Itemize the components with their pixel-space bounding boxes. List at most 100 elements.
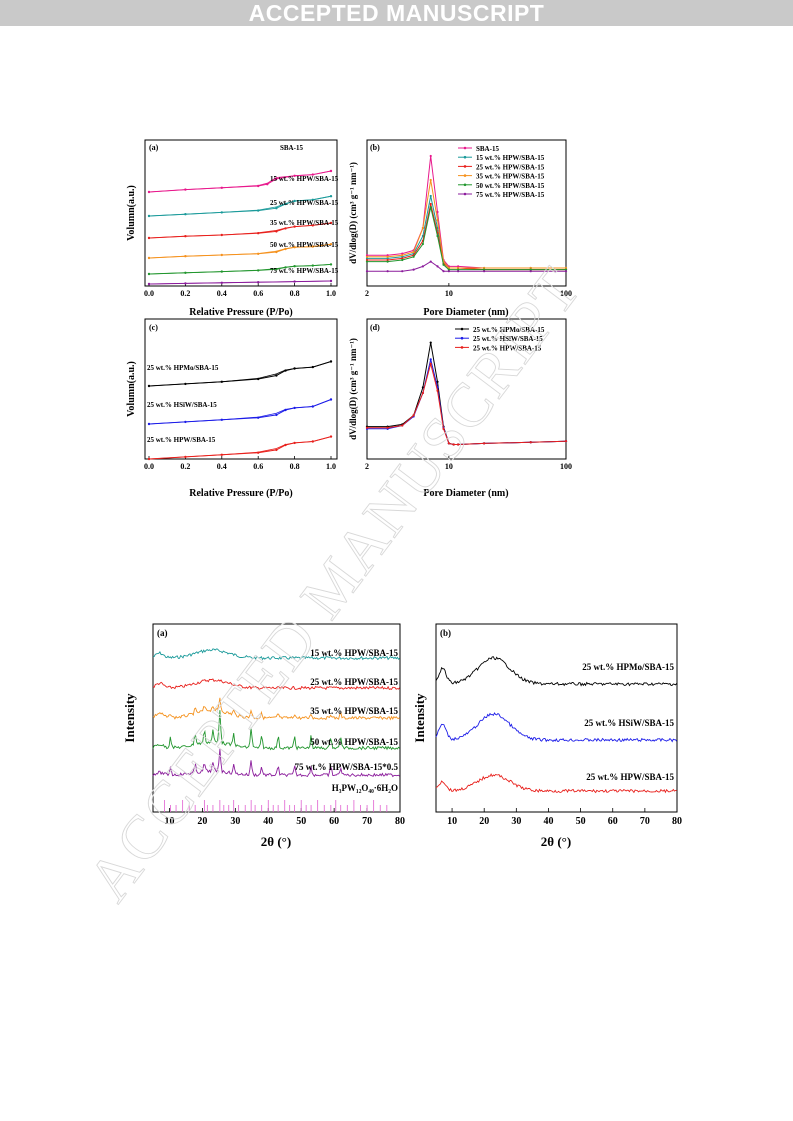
- psd-point: [447, 442, 450, 445]
- figure-2: (a) Intensity 10 20 30 40 50 60 70 80 2θ (°) 15…: [122, 623, 682, 849]
- x-tick-label: 20: [197, 816, 207, 827]
- psd-point: [457, 443, 460, 446]
- psd-point: [429, 362, 432, 365]
- isotherm-point: [220, 186, 223, 189]
- psd-point: [401, 252, 404, 255]
- psd-point: [436, 234, 439, 238]
- accepted-manuscript-banner: ACCEPTED MANUSCRIPT: [0, 0, 793, 26]
- legend-label: 25 wt.% HPW/SBA-15: [473, 344, 542, 352]
- panel-c: (c) Volumn(a.u.) 0.0 0.2 0.4 0.6 0.8 1.0 Rela…: [126, 318, 338, 499]
- xrd-panel-b-tag: (b): [440, 628, 451, 638]
- x-tick-label: 50: [296, 816, 306, 827]
- x-tick-label: 0.4: [217, 289, 227, 298]
- isotherm-point: [293, 246, 296, 249]
- isotherm-point: [311, 173, 314, 176]
- xrd-pattern-15wt: [152, 648, 400, 661]
- xrd-pattern-hpw: [435, 773, 677, 794]
- psd-point: [429, 260, 432, 263]
- x-tick-label: 40: [543, 816, 553, 827]
- x-tick-label: 0.6: [253, 462, 263, 471]
- isotherm-point: [220, 233, 223, 237]
- isotherm-point: [220, 418, 223, 421]
- x-tick-label: 100: [560, 462, 572, 471]
- x-tick-label: 0.6: [253, 289, 263, 298]
- psd-curve: [367, 361, 567, 445]
- x-tick-label: 10: [447, 816, 457, 827]
- legend-marker: [463, 192, 467, 196]
- isotherm-point: [184, 420, 187, 424]
- psd-point: [401, 257, 404, 260]
- panel-a-ylabel: Volumn(a.u.): [126, 185, 137, 241]
- panel-d-frame: [366, 318, 567, 460]
- psd-point: [447, 270, 450, 273]
- xrd-panel-b-xlabel: 2θ (°): [541, 834, 571, 849]
- psd-point: [401, 270, 404, 273]
- isotherm-point: [220, 380, 223, 383]
- legend-marker: [463, 155, 467, 159]
- isotherm-point: [184, 282, 187, 285]
- xrd-panel-b-label-1: 25 wt.% HSiW/SBA-15: [584, 718, 674, 728]
- xrd-panel-b-curves: [435, 656, 678, 794]
- x-tick-label: 2: [365, 462, 369, 471]
- psd-point: [401, 424, 404, 427]
- panel-a-label-0: SBA-15: [280, 144, 303, 152]
- isotherm-point: [275, 448, 278, 452]
- psd-point: [436, 218, 439, 222]
- isotherm-point: [293, 441, 296, 445]
- isotherm-point: [257, 416, 260, 419]
- panel-b-xlabel: Pore Diameter (nm): [423, 307, 508, 318]
- psd-point: [429, 154, 432, 158]
- psd-point: [483, 270, 486, 273]
- psd-point: [412, 414, 415, 417]
- isotherm-point: [275, 413, 278, 417]
- x-tick-label: 60: [329, 816, 339, 827]
- x-tick-label: 80: [395, 816, 405, 827]
- psd-point: [564, 266, 568, 270]
- psd-point: [436, 389, 439, 392]
- x-tick-label: 1.0: [326, 289, 336, 298]
- psd-point: [386, 260, 389, 263]
- xrd-panel-a-ylabel: Intensity: [122, 693, 137, 743]
- isotherm-point: [147, 384, 151, 388]
- xrd-panel-b-ylabel: Intensity: [412, 693, 427, 743]
- xrd-panel-a-label-1: 25 wt.% HPW/SBA-15: [310, 677, 398, 687]
- isotherm-desorption: [148, 361, 332, 387]
- psd-point: [483, 268, 486, 271]
- isotherm-point: [329, 243, 333, 246]
- isotherm-point: [147, 282, 151, 286]
- xrd-panel-a-label-3: 50 wt.% HPW/SBA-15: [310, 737, 398, 747]
- legend-marker: [463, 174, 467, 177]
- psd-point: [365, 257, 369, 260]
- xrd-panel-a-tag: (a): [157, 628, 168, 638]
- isotherm-desorption: [148, 195, 332, 217]
- psd-point: [429, 202, 432, 206]
- psd-point: [564, 440, 568, 443]
- panel-a-label-4: 50 wt.% HPW/SBA-15: [270, 241, 339, 249]
- isotherm-point: [311, 198, 314, 201]
- isotherm-point: [257, 209, 260, 212]
- isotherm-point: [284, 369, 287, 372]
- psd-point: [386, 255, 389, 258]
- panel-d-xticks: 2 10 100: [365, 456, 572, 471]
- panel-c-label-2: 25 wt.% HPW/SBA-15: [147, 436, 216, 444]
- legend-label: 25 wt.% HPMo/SBA-15: [473, 326, 545, 334]
- isotherm-point: [311, 365, 314, 369]
- psd-point: [529, 441, 532, 444]
- x-tick-label: 0.4: [217, 462, 227, 471]
- x-tick-label: 10: [164, 816, 174, 827]
- psd-point: [564, 268, 568, 271]
- psd-point: [412, 255, 415, 258]
- panel-c-label-0: 25 wt.% HPMo/SBA-15: [147, 364, 219, 372]
- isotherm-point: [284, 443, 287, 447]
- x-tick-label: 0.8: [290, 462, 300, 471]
- x-tick-label: 100: [560, 289, 572, 298]
- legend-marker: [460, 336, 464, 340]
- x-tick-label: 80: [672, 816, 682, 827]
- legend-marker: [463, 183, 467, 187]
- figure-1: (a) Volumn(a.u.) 0.0 0.2 0.4 0.6 0.8 1.0 Rela…: [126, 139, 572, 499]
- psd-point: [442, 427, 445, 430]
- psd-point: [365, 258, 369, 262]
- psd-point: [457, 265, 460, 268]
- isotherm-desorption: [148, 436, 332, 460]
- isotherm-point: [284, 266, 287, 269]
